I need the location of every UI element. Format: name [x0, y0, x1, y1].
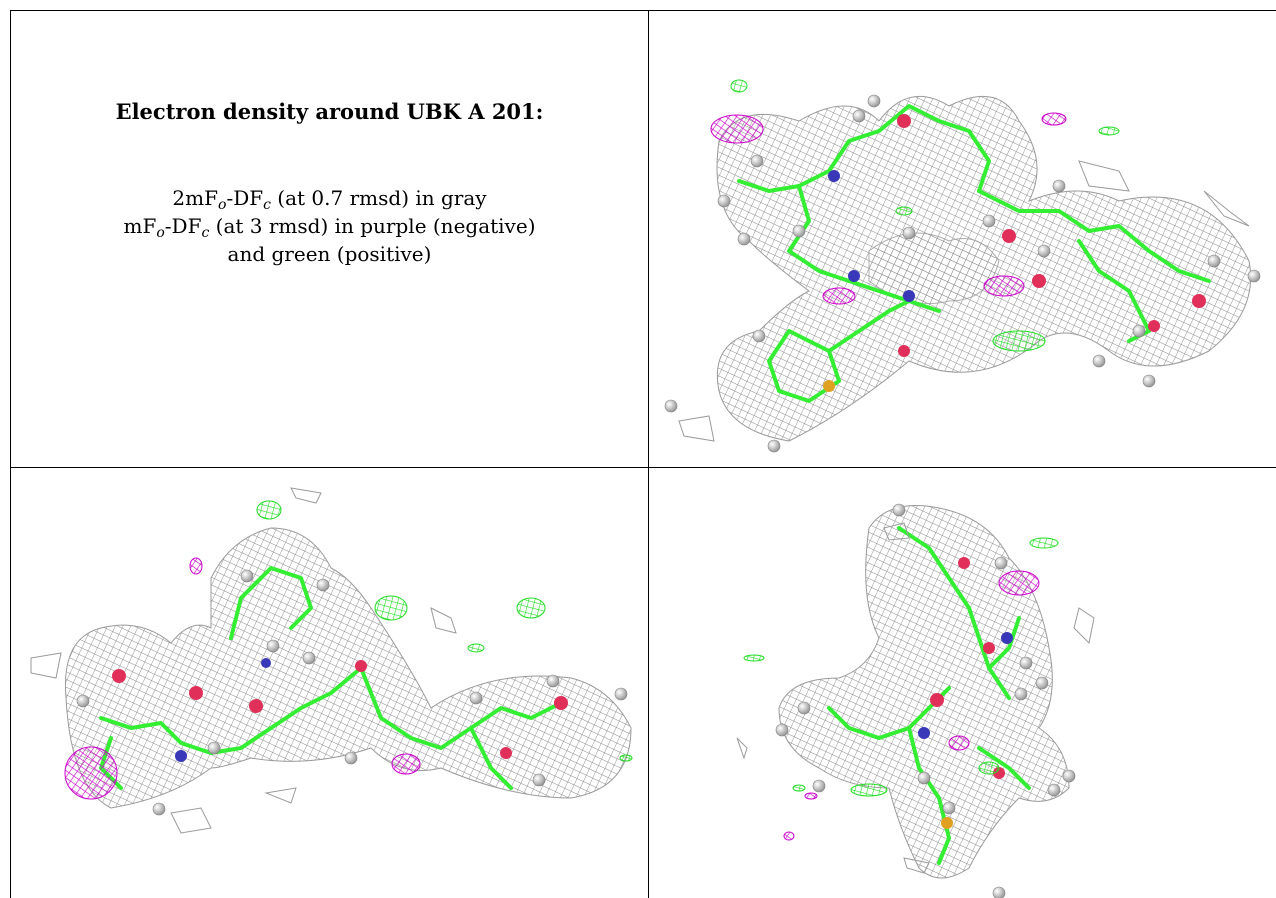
caption-line-positive: and green (positive): [227, 242, 432, 266]
caption-line-fo-dfc: mFo-DFc (at 3 rmsd) in purple (negative): [123, 214, 536, 241]
table-border-left: [10, 10, 11, 898]
caption-cell: Electron density around UBK A 201: 2mFo-…: [11, 11, 648, 467]
view-bottom-right: [649, 468, 1276, 898]
table-divider-horizontal: [10, 467, 1276, 468]
view-top-right: [649, 11, 1276, 467]
caption-title: Electron density around UBK A 201:: [115, 99, 544, 124]
view-bottom-left: [11, 468, 648, 898]
density-render-bottom-left: [30, 487, 633, 834]
caption-description: 2mFo-DFc (at 0.7 rmsd) in gray mFo-DFc (…: [11, 184, 648, 268]
caption-line-2fo-dfc: 2mFo-DFc (at 0.7 rmsd) in gray: [172, 186, 487, 213]
density-render-top-right: [664, 79, 1261, 453]
table-border-top: [10, 10, 1276, 11]
table-divider-vertical: [648, 10, 649, 898]
figure-table: Electron density around UBK A 201: 2mFo-…: [10, 10, 1276, 898]
density-render-bottom-right: [736, 503, 1095, 898]
